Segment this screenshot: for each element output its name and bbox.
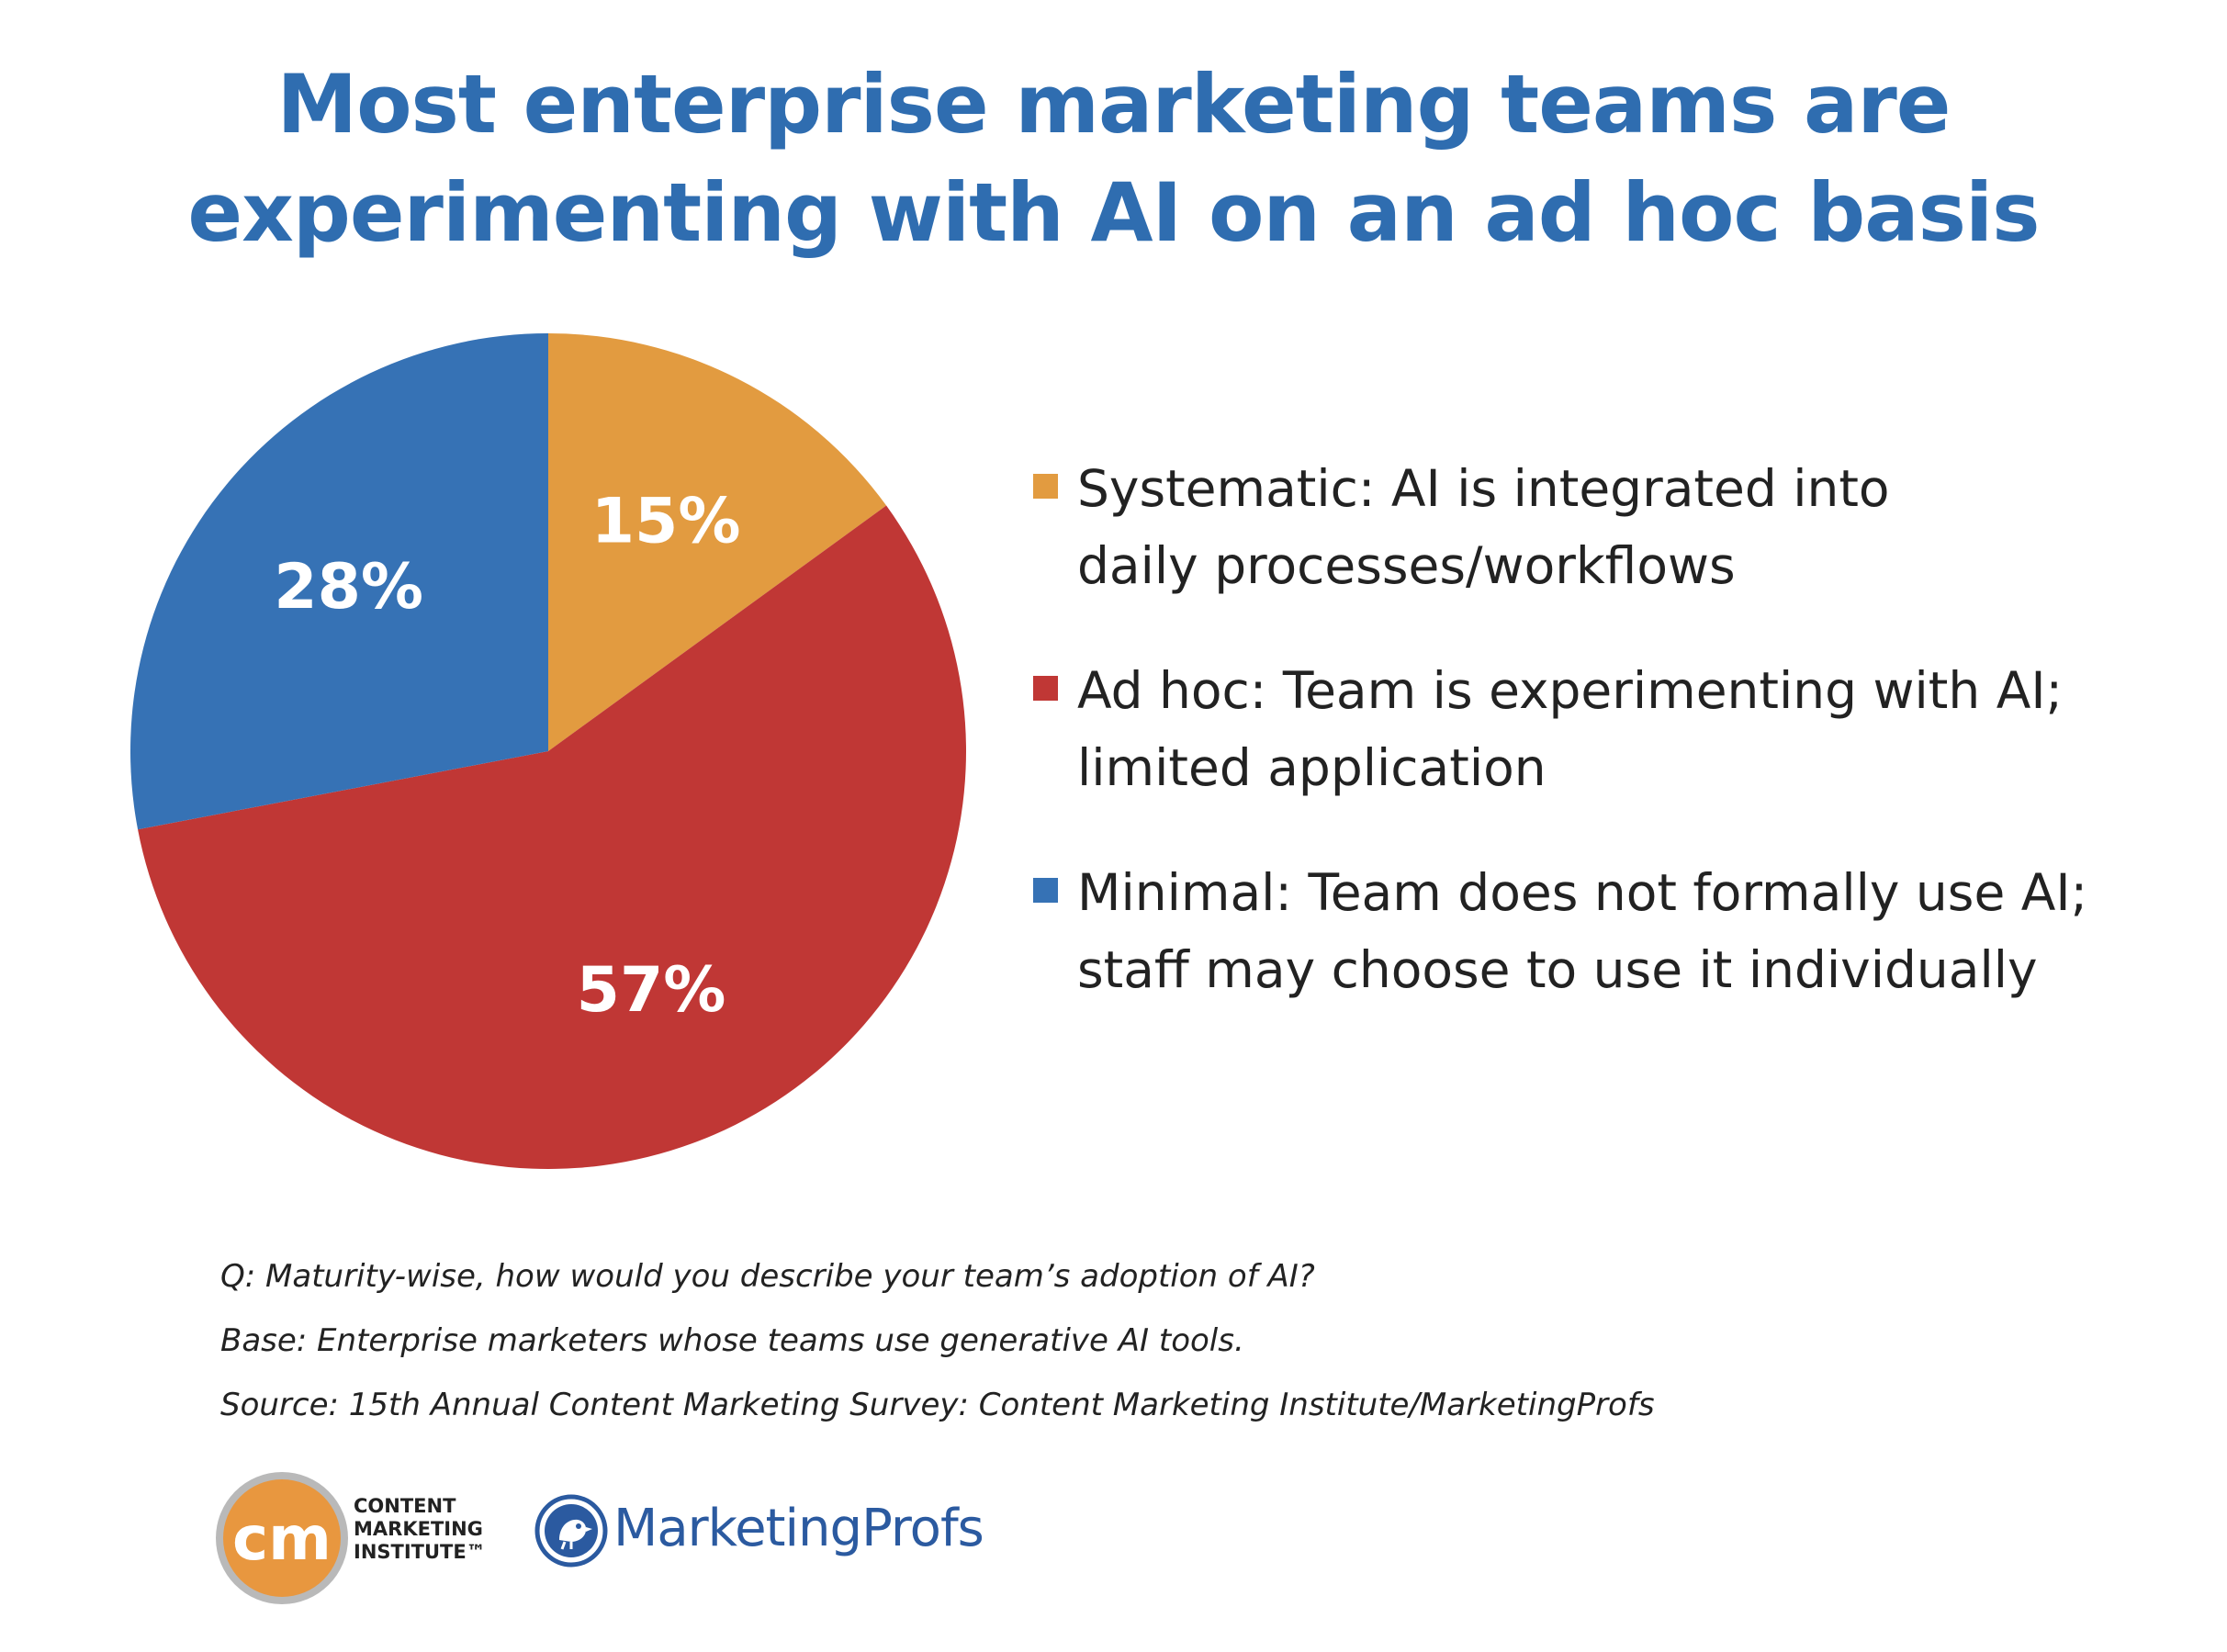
- pie-label-systematic: 15%: [591, 486, 741, 558]
- legend-swatch-minimal: [1033, 878, 1058, 903]
- chart-title-line-1: Most enterprise marketing teams are: [276, 57, 1951, 152]
- chart-notes: Q: Maturity-wise, how would you describe…: [220, 1244, 1965, 1437]
- legend-label-minimal: Minimal: Team does not formally use AI; …: [1077, 863, 2088, 999]
- base-note: Base: Enterprise marketers whose teams u…: [220, 1322, 1244, 1359]
- legend-label-ad-hoc: Ad hoc: Team is experimenting with AI; l…: [1077, 661, 2064, 797]
- chart-title: Most enterprise marketing teams are expe…: [0, 51, 2227, 267]
- cmi-logo-mark: cm: [232, 1503, 332, 1574]
- cmi-wordmark-line-1: CONTENT: [354, 1495, 456, 1517]
- legend-label-systematic: Systematic: AI is integrated into daily …: [1077, 459, 1890, 595]
- legend-item-systematic: Systematic: AI is integrated into daily …: [1033, 450, 2181, 604]
- source-note: Source: 15th Annual Content Marketing Su…: [220, 1387, 1655, 1423]
- survey-question-note: Q: Maturity-wise, how would you describe…: [220, 1258, 1315, 1295]
- pie-label-minimal: 28%: [274, 551, 423, 624]
- chart-title-line-2: experimenting with AI on an ad hoc basis: [187, 165, 2040, 260]
- cmi-logo-icon: cm: [216, 1472, 348, 1604]
- chart-legend: Systematic: AI is integrated into daily …: [1033, 450, 2181, 1056]
- marketingprofs-bird-icon: [534, 1494, 608, 1568]
- pie-slice-minimal: [129, 333, 548, 830]
- pie-label-ad-hoc: 57%: [577, 954, 726, 1027]
- legend-swatch-systematic: [1033, 474, 1058, 499]
- legend-item-minimal: Minimal: Team does not formally use AI; …: [1033, 854, 2181, 1008]
- cmi-wordmark-line-3: INSTITUTE™: [354, 1541, 486, 1563]
- cmi-wordmark: CONTENT MARKETING INSTITUTE™: [354, 1495, 486, 1564]
- pie-slice-systematic: [548, 333, 887, 751]
- legend-item-ad-hoc: Ad hoc: Team is experimenting with AI; l…: [1033, 652, 2181, 806]
- cmi-wordmark-line-2: MARKETING: [354, 1518, 483, 1540]
- legend-swatch-ad-hoc: [1033, 676, 1058, 701]
- pie-slice-ad-hoc: [138, 505, 966, 1170]
- marketingprofs-wordmark: MarketingProfs: [613, 1499, 984, 1558]
